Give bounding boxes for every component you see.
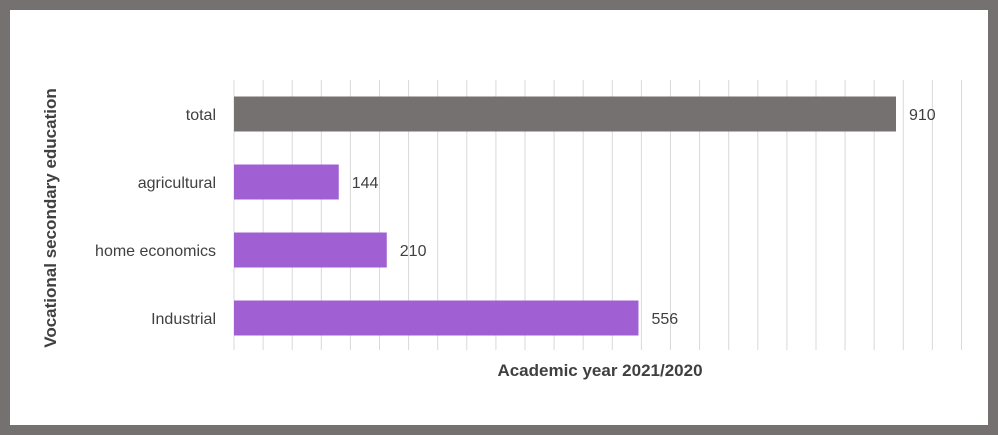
value-label: 910: [909, 107, 936, 124]
bars: [234, 96, 896, 336]
category-labels: total agricultural home economics Industria…: [95, 107, 216, 328]
value-labels: 910 144 210 556: [352, 107, 936, 328]
category-label: total: [186, 107, 216, 124]
bar-home-economics: [234, 232, 387, 268]
category-label: home economics: [95, 243, 216, 260]
value-label: 210: [400, 243, 427, 260]
bar-industrial: [234, 300, 639, 336]
category-label: agricultural: [138, 175, 216, 192]
value-label: 144: [352, 175, 379, 192]
x-axis-title: Academic year 2021/2020: [497, 361, 702, 380]
category-label: Industrial: [151, 311, 216, 328]
y-axis-title: Vocational secondary education: [41, 88, 60, 347]
bar-agricultural: [234, 164, 339, 200]
value-label: 556: [651, 311, 678, 328]
bar-total: [234, 96, 896, 132]
